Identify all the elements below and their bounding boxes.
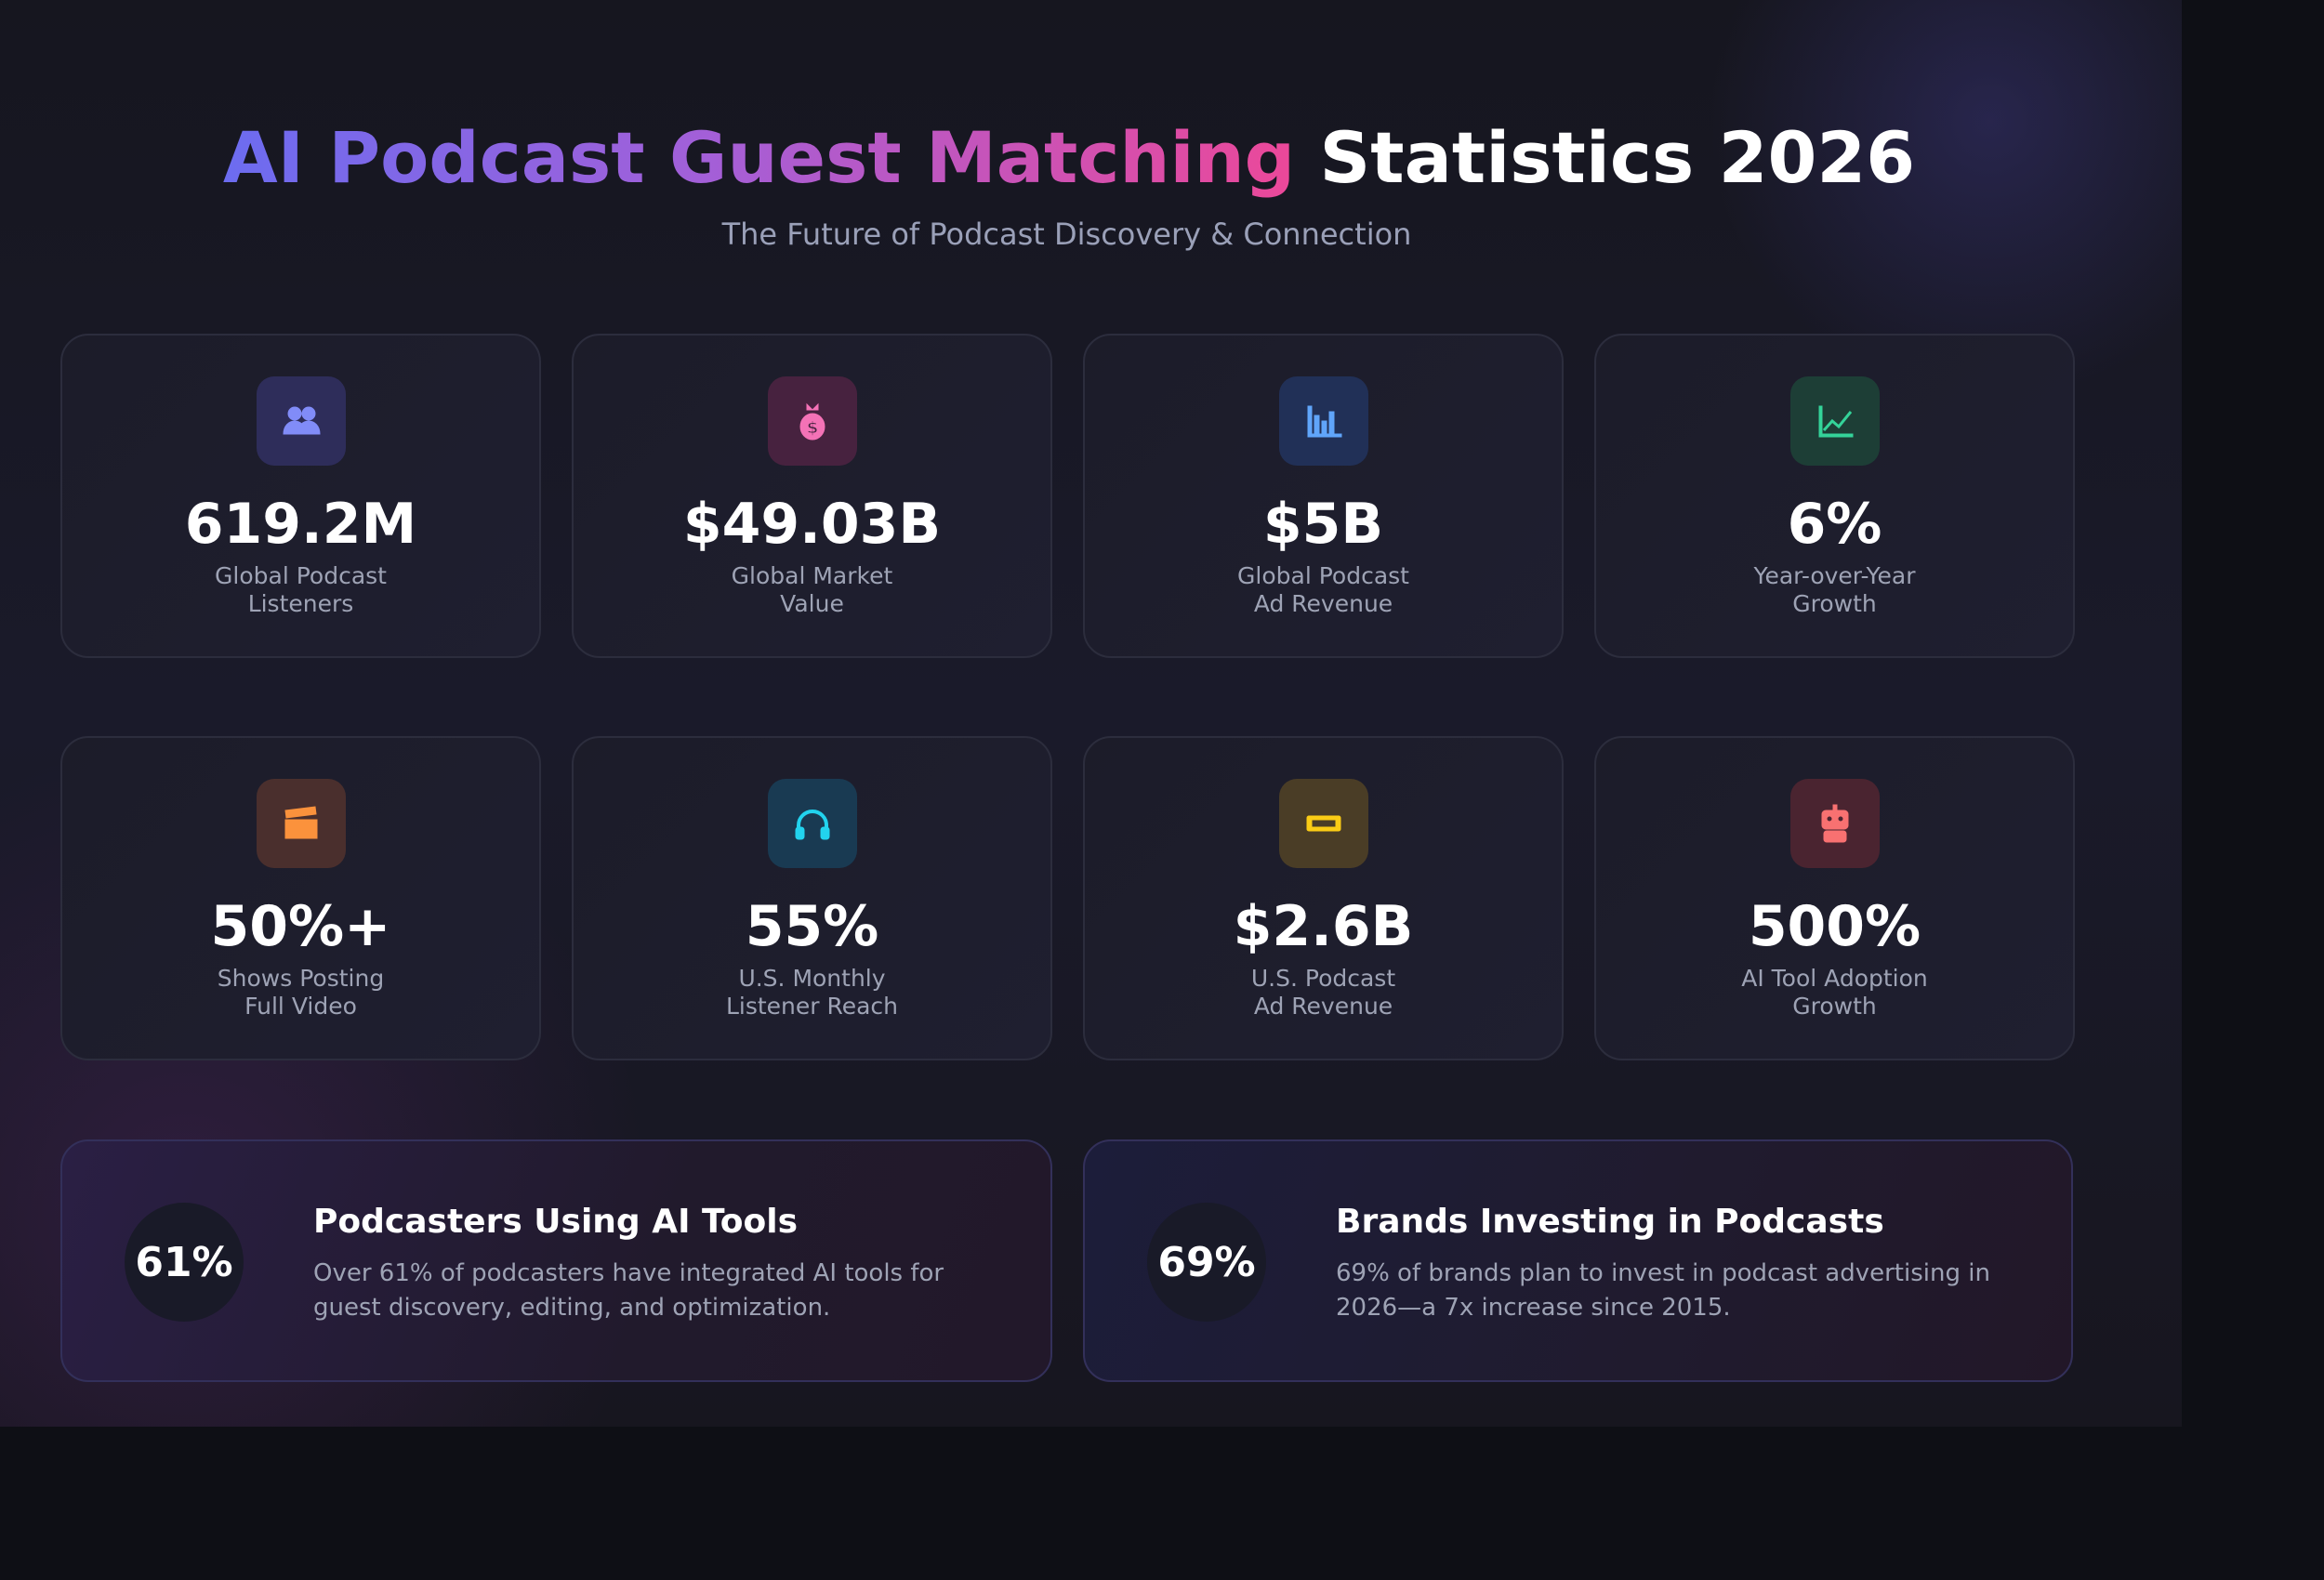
highlight-title: Brands Investing in Podcasts (1336, 1203, 1884, 1241)
percent-circle: 61% (125, 1203, 244, 1322)
stat-label-line: Growth (1792, 993, 1877, 1020)
money-bag-icon: $ (767, 376, 857, 466)
ticket-icon (1278, 779, 1368, 868)
stat-label-line: AI Tool Adoption (1741, 965, 1928, 992)
title-highlight: AI Podcast Guest Matching (222, 116, 1296, 199)
stat-card: $2.6B U.S. Podcast Ad Revenue (1083, 736, 1564, 1060)
stat-card: 500% AI Tool Adoption Growth (1594, 736, 2075, 1060)
stat-value: 50%+ (210, 894, 391, 959)
percent-circle: 69% (1147, 1203, 1266, 1322)
highlight-title: Podcasters Using AI Tools (313, 1203, 799, 1241)
page-title: AI Podcast Guest Matching Statistics 202… (0, 116, 2138, 199)
stat-card: $ $49.03B Global Market Value (572, 334, 1052, 658)
stat-label: Global Podcast Ad Revenue (1085, 562, 1562, 618)
svg-text:$: $ (806, 418, 818, 438)
highlight-description: 69% of brands plan to invest in podcast … (1336, 1259, 1990, 1322)
title-rest: Statistics 2026 (1319, 116, 1916, 199)
stat-value: 55% (745, 894, 879, 959)
stat-value: $49.03B (682, 492, 942, 557)
stat-label-line: Value (780, 590, 844, 617)
highlight-description: Over 61% of podcasters have integrated A… (313, 1259, 944, 1322)
stat-label-line: Shows Posting (217, 965, 385, 992)
stat-label: Global Market Value (574, 562, 1050, 618)
stat-value: 619.2M (184, 492, 417, 557)
stat-card: 55% U.S. Monthly Listener Reach (572, 736, 1052, 1060)
stat-label-line: Listeners (247, 590, 354, 617)
stat-card: 6% Year-over-Year Growth (1594, 334, 2075, 658)
stat-label-line: Global Podcast (215, 562, 387, 589)
stat-value: 500% (1748, 894, 1921, 959)
stat-label-line: Global Podcast (1237, 562, 1409, 589)
page-subtitle: The Future of Podcast Discovery & Connec… (721, 217, 1412, 252)
stat-label: Global Podcast Listeners (62, 562, 539, 618)
stat-label-line: Full Video (244, 993, 357, 1020)
stat-label-line: Ad Revenue (1253, 590, 1393, 617)
headphones-icon (767, 779, 857, 868)
robot-icon (1789, 779, 1880, 868)
stat-label: Year-over-Year Growth (1596, 562, 2073, 618)
stat-label: U.S. Monthly Listener Reach (574, 965, 1050, 1020)
stat-label-line: Year-over-Year (1753, 562, 1916, 589)
stat-label-line: Global Market (731, 562, 893, 589)
clapperboard-icon (256, 779, 346, 868)
stat-card: 619.2M Global Podcast Listeners (60, 334, 541, 658)
stat-label: Shows Posting Full Video (62, 965, 539, 1020)
stat-value: $5B (1262, 492, 1384, 557)
stat-label-line: U.S. Podcast (1250, 965, 1396, 992)
users-icon (256, 376, 346, 466)
stat-label: U.S. Podcast Ad Revenue (1085, 965, 1562, 1020)
highlight-card-brands: 69% Brands Investing in Podcasts 69% of … (1083, 1139, 2073, 1382)
stat-label-line: Ad Revenue (1253, 993, 1393, 1020)
stat-label: AI Tool Adoption Growth (1596, 965, 2073, 1020)
stats-row-1: 619.2M Global Podcast Listeners $ $49.03B … (60, 334, 2075, 658)
stat-label-line: Listener Reach (725, 993, 899, 1020)
stat-value: 6% (1787, 492, 1882, 557)
highlight-card-ai-tools: 61% Podcasters Using AI Tools Over 61% o… (60, 1139, 1052, 1382)
stats-row-2: 50%+ Shows Posting Full Video 55% U.S. Mo… (60, 736, 2075, 1060)
trend-chart-icon (1789, 376, 1880, 466)
stat-card: $5B Global Podcast Ad Revenue (1083, 334, 1564, 658)
stat-card: 50%+ Shows Posting Full Video (60, 736, 541, 1060)
stat-value: $2.6B (1233, 894, 1414, 959)
stat-label-line: Growth (1792, 590, 1877, 617)
stat-label-line: U.S. Monthly (738, 965, 886, 992)
infographic-panel: AI Podcast Guest Matching Statistics 202… (0, 0, 2182, 1427)
bar-chart-icon (1278, 376, 1368, 466)
